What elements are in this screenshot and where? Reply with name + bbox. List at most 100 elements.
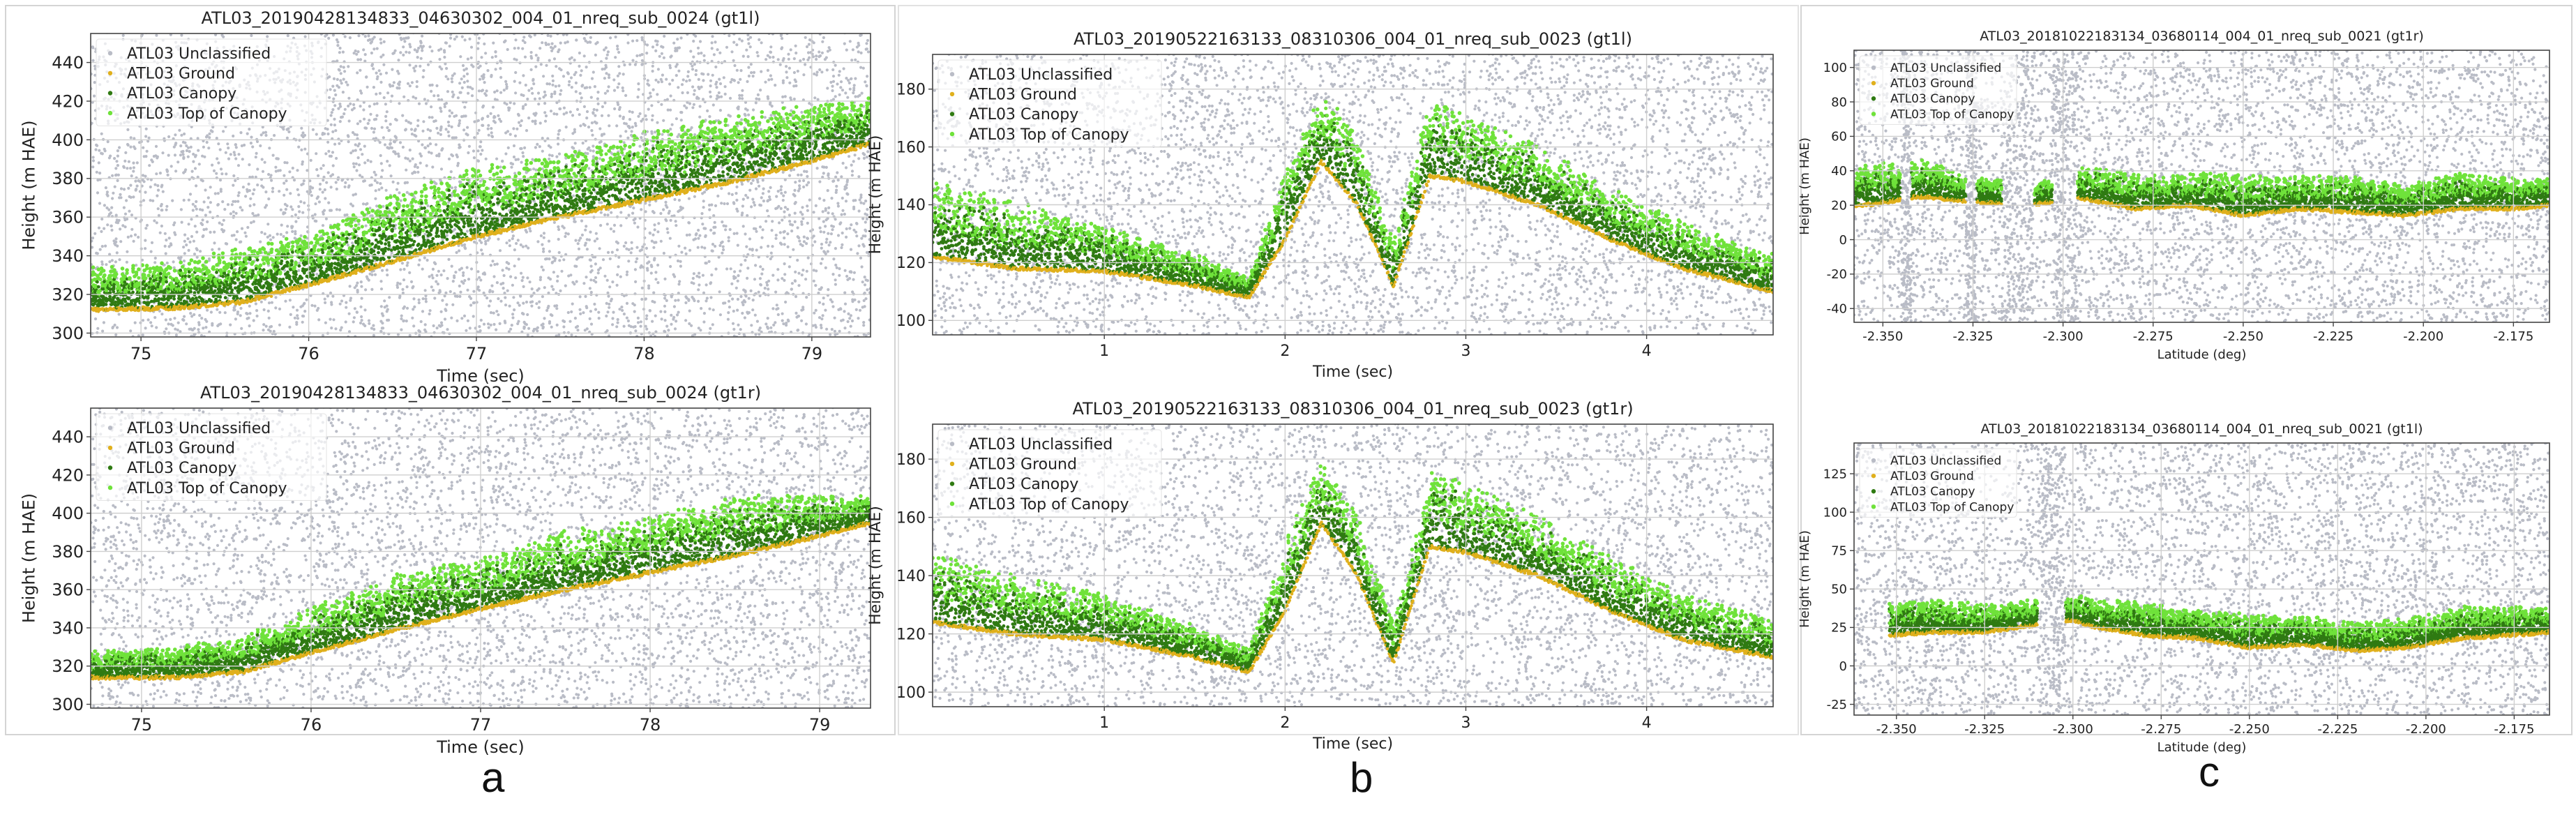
unclassified-point (552, 271, 555, 273)
unclassified-point (693, 93, 695, 96)
unclassified-point (420, 57, 423, 60)
unclassified-point (492, 42, 495, 45)
unclassified-point (192, 203, 195, 206)
unclassified-point (687, 299, 690, 302)
unclassified-point (822, 210, 824, 213)
unclassified-point (129, 146, 132, 149)
unclassified-point (294, 213, 297, 216)
unclassified-point (764, 322, 767, 325)
unclassified-point (578, 113, 581, 116)
unclassified-point (531, 92, 534, 95)
unclassified-point (198, 163, 201, 165)
unclassified-point (831, 85, 834, 88)
unclassified-point (241, 158, 244, 160)
unclassified-point (145, 128, 148, 130)
unclassified-point (522, 155, 525, 158)
unclassified-point (98, 202, 101, 204)
unclassified-point (834, 95, 837, 98)
unclassified-point (458, 91, 461, 94)
unclassified-point (153, 219, 156, 222)
unclassified-point (854, 59, 857, 61)
unclassified-point (260, 184, 263, 187)
unclassified-point (767, 327, 769, 330)
unclassified-point (142, 179, 144, 181)
unclassified-point (859, 66, 862, 69)
unclassified-point (433, 29, 436, 31)
unclassified-point (841, 232, 844, 234)
unclassified-point (114, 237, 117, 240)
unclassified-point (831, 212, 834, 215)
unclassified-point (592, 112, 594, 114)
unclassified-point (793, 71, 796, 74)
unclassified-point (389, 143, 391, 146)
unclassified-point (204, 188, 206, 191)
unclassified-point (865, 48, 868, 51)
unclassified-point (172, 324, 174, 326)
unclassified-point (467, 151, 469, 154)
unclassified-point (432, 120, 435, 123)
unclassified-point (460, 280, 463, 283)
unclassified-point (216, 308, 218, 311)
unclassified-point (552, 112, 555, 115)
unclassified-point (675, 224, 677, 227)
unclassified-point (100, 230, 103, 233)
unclassified-point (424, 297, 427, 300)
unclassified-point (729, 114, 732, 117)
unclassified-point (209, 186, 212, 188)
unclassified-point (483, 323, 485, 326)
unclassified-point (503, 89, 506, 91)
unclassified-point (609, 257, 612, 260)
unclassified-point (194, 155, 197, 158)
unclassified-point (116, 164, 119, 167)
unclassified-point (110, 206, 113, 209)
unclassified-point (293, 179, 296, 181)
unclassified-point (838, 267, 841, 270)
unclassified-point (509, 244, 511, 247)
unclassified-point (330, 326, 333, 329)
unclassified-point (146, 224, 149, 227)
unclassified-point (449, 114, 451, 117)
unclassified-point (466, 80, 469, 82)
unclassified-point (347, 97, 350, 100)
unclassified-point (806, 204, 808, 207)
unclassified-point (609, 36, 612, 39)
unclassified-point (783, 243, 786, 246)
unclassified-point (340, 326, 343, 329)
unclassified-point (556, 280, 559, 283)
unclassified-point (852, 206, 855, 209)
unclassified-point (728, 239, 730, 242)
unclassified-point (519, 124, 522, 127)
unclassified-point (438, 324, 441, 327)
unclassified-point (645, 118, 648, 121)
unclassified-point (742, 55, 745, 58)
unclassified-point (235, 146, 238, 149)
unclassified-point (741, 213, 744, 216)
unclassified-point (193, 240, 195, 243)
unclassified-point (501, 160, 504, 163)
unclassified-point (783, 279, 785, 282)
unclassified-point (96, 171, 98, 174)
unclassified-point (487, 124, 490, 127)
unclassified-point (854, 153, 857, 156)
unclassified-point (628, 63, 631, 66)
unclassified-point (156, 184, 159, 187)
unclassified-point (324, 35, 326, 38)
unclassified-point (164, 245, 167, 248)
unclassified-point (453, 38, 456, 40)
unclassified-point (449, 290, 452, 293)
unclassified-point (518, 304, 521, 307)
unclassified-point (206, 206, 209, 209)
unclassified-point (711, 35, 714, 38)
unclassified-point (776, 206, 778, 209)
unclassified-point (457, 96, 460, 99)
unclassified-point (626, 137, 629, 140)
unclassified-point (590, 323, 593, 326)
unclassified-point (132, 195, 135, 198)
unclassified-point (119, 196, 122, 199)
unclassified-point (310, 304, 313, 307)
unclassified-point (798, 239, 801, 242)
unclassified-point (211, 130, 213, 133)
unclassified-point (398, 72, 400, 75)
unclassified-point (541, 150, 544, 153)
unclassified-point (127, 236, 130, 239)
